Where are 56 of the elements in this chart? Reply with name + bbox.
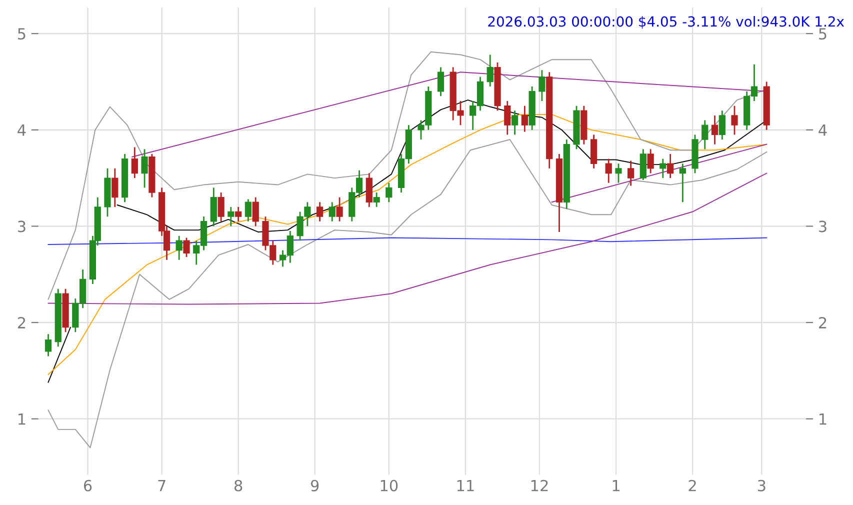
candlestick: [718, 110, 726, 140]
x-tick-label: 3: [758, 480, 766, 492]
y-tick-label: 1: [18, 414, 26, 425]
x-tick-label: 10: [380, 480, 398, 492]
candlestick: [702, 120, 708, 150]
candlestick: [711, 114, 718, 146]
candlestick: [486, 54, 494, 88]
candlestick: [605, 158, 612, 184]
line-series: [48, 139, 768, 448]
candlestick: [176, 235, 182, 261]
x-tick-label: 7: [158, 480, 166, 492]
candlestick: [336, 196, 343, 222]
x-tick-label: 1: [612, 480, 620, 492]
x-tick-label: 12: [531, 480, 548, 492]
candlestick: [647, 148, 654, 174]
y-tick-label: 3: [18, 220, 26, 232]
candlestick: [131, 146, 138, 179]
candlestick: [328, 201, 336, 222]
y-tick-label: 5: [18, 28, 26, 40]
candlestick: [538, 69, 546, 102]
y2-tick-label: 2: [819, 316, 826, 328]
candlestick: [316, 201, 324, 222]
candlestick: [628, 160, 634, 186]
candlestick: [679, 162, 686, 203]
candlestick: [437, 66, 444, 97]
y2-tick-label: 4: [818, 124, 827, 136]
candlestick: [504, 100, 511, 136]
x-tick-label: 8: [234, 480, 242, 492]
x-tick-label: 2: [688, 480, 696, 492]
candlestick: [521, 105, 528, 133]
candlestick: [112, 168, 118, 208]
x-tick-label: 9: [310, 480, 319, 492]
y-tick-label: 4: [18, 124, 26, 136]
candlestick: [615, 162, 622, 184]
text: 2026.03.03 00:00:00 $4.05 -3.11% vol:943.0K 1.2x: [488, 16, 844, 29]
y-tick-label: 2: [18, 316, 26, 328]
candlestick: [660, 158, 666, 179]
candlestick: [44, 333, 52, 357]
x-tick-label: 11: [457, 480, 474, 492]
candlestick: [731, 105, 738, 136]
y2-tick-label: 5: [819, 28, 826, 40]
candlestick: [252, 196, 259, 227]
y2-tick-label: 1: [820, 414, 826, 425]
candlestick: [228, 206, 234, 227]
candlestick: [373, 192, 380, 208]
candlestick: [235, 206, 242, 222]
candlestick: [218, 192, 224, 222]
candlestick: [386, 182, 392, 203]
candlestick: [244, 198, 252, 222]
line-series: [48, 172, 768, 305]
candlestick: [141, 148, 148, 188]
candlestick: [511, 110, 518, 136]
x-tick-label: 6: [84, 480, 92, 492]
candlestick: [667, 153, 674, 179]
candlestick: [183, 237, 190, 258]
y2-tick-label: 3: [819, 220, 826, 232]
